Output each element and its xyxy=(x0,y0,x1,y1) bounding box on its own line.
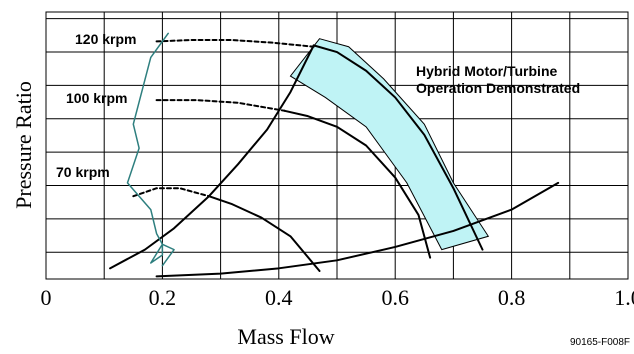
x-tick-label: 0.2 xyxy=(149,285,177,310)
operating-line xyxy=(155,181,560,278)
speed-label-100: 100 krpm xyxy=(66,90,127,106)
stability-line xyxy=(126,32,175,267)
surge-line xyxy=(109,44,315,270)
x-axis-label: Mass Flow xyxy=(237,324,334,349)
speed-line-70 xyxy=(207,195,321,272)
x-tick-label: 0.6 xyxy=(381,285,409,310)
hybrid-annotation-line1: Hybrid Motor/Turbine xyxy=(416,63,557,79)
x-tick-label: 0.4 xyxy=(265,285,293,310)
hybrid-annotation-line2: Operation Demonstrated xyxy=(416,80,580,96)
y-axis-label: Pressure Ratio xyxy=(11,81,36,209)
plot-frame xyxy=(45,11,629,280)
speed-line-100 xyxy=(283,109,432,259)
shaded-region-hybrid-operation xyxy=(289,38,490,251)
x-tick-label: 1.0 xyxy=(614,285,634,310)
speed-line-120-dashed xyxy=(155,39,315,48)
speed-label-70: 70 krpm xyxy=(56,164,110,180)
series-layer xyxy=(109,32,560,278)
speed-line-70-dashed xyxy=(132,187,210,198)
speed-line-100-dashed xyxy=(155,99,286,112)
x-tick-label: 0 xyxy=(41,285,52,310)
x-tick-labels: 0 0.2 0.4 0.6 0.8 1.0 xyxy=(41,285,634,310)
x-tick-label: 0.8 xyxy=(498,285,526,310)
figure-code: 90165-F008F xyxy=(570,337,630,348)
speed-label-120: 120 krpm xyxy=(75,31,136,47)
speed-line-120 xyxy=(312,44,484,251)
